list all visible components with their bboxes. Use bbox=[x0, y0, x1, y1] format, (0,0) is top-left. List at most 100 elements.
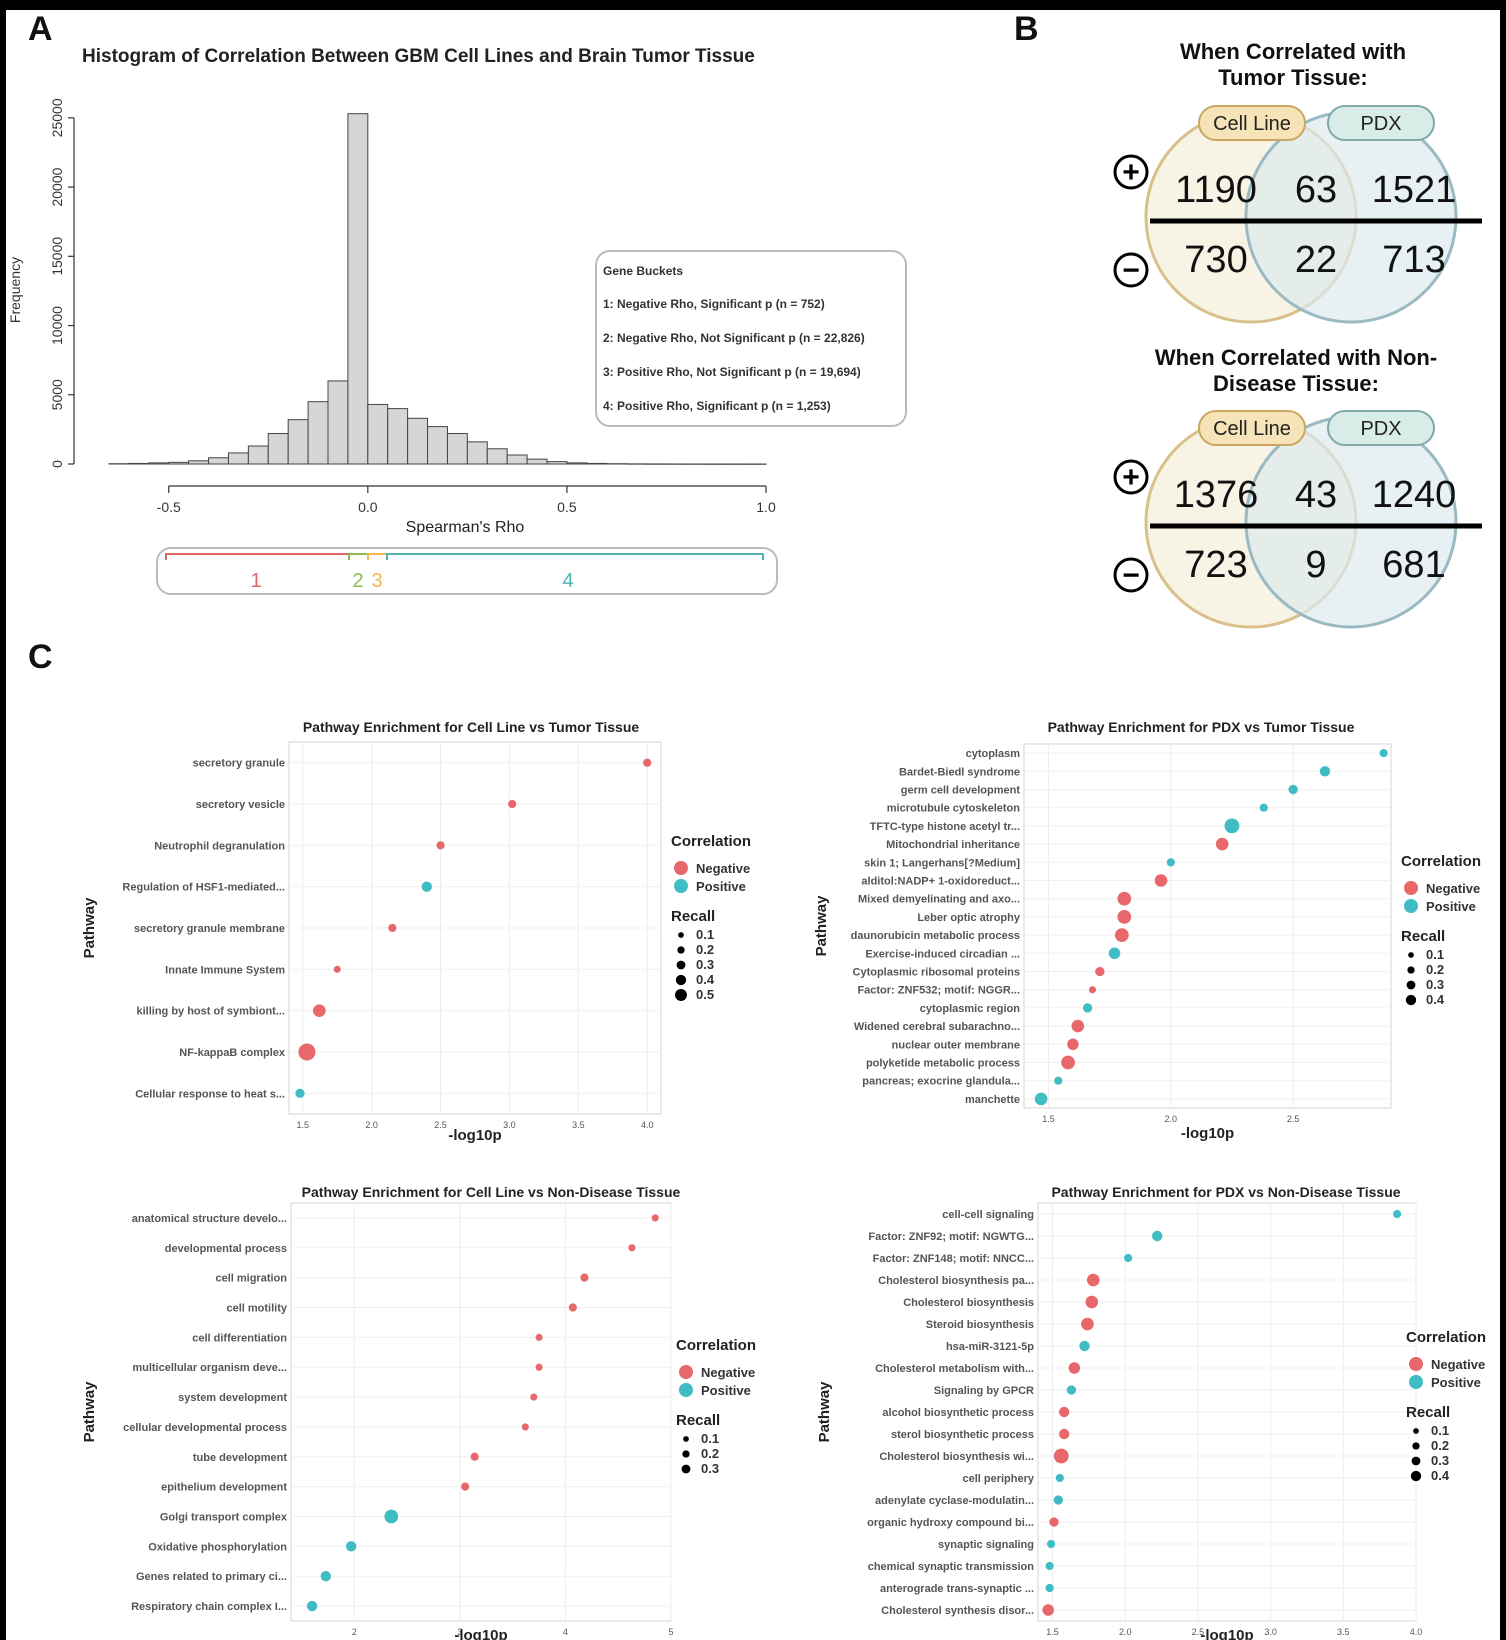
venn-nondisease-cell-line-pill bbox=[1198, 410, 1306, 446]
histogram-bar bbox=[267, 433, 289, 465]
histogram-bar bbox=[526, 458, 548, 465]
histogram-bar bbox=[387, 408, 409, 465]
negative-legend-key bbox=[674, 861, 688, 875]
figure-canvas: A B C Histogram of Correlation Between G… bbox=[7, 10, 1486, 1640]
pathway-label: Genes related to primary ci... bbox=[136, 1571, 287, 1583]
venn-tumor-plus-glyph: + bbox=[1122, 156, 1140, 189]
dotplot-title: Pathway Enrichment for PDX vs Tumor Tiss… bbox=[1048, 719, 1355, 735]
recall-legend-key bbox=[1406, 980, 1416, 990]
pathway-point bbox=[1068, 1362, 1081, 1374]
venn-tumor-pos-overlap: 63 bbox=[1295, 169, 1337, 211]
histogram-bar bbox=[128, 462, 150, 465]
panel-b-letter: B bbox=[1014, 10, 1039, 48]
recall-legend-label: 0.4 bbox=[1431, 1468, 1450, 1483]
pathway-label: cell migration bbox=[215, 1273, 287, 1285]
pathway-point bbox=[1055, 1473, 1064, 1483]
recall-legend-key bbox=[1407, 966, 1415, 974]
pathway-label: germ cell development bbox=[901, 785, 1021, 797]
venn-tumor-cell-line-pill bbox=[1198, 105, 1306, 141]
positive-legend-key bbox=[674, 879, 688, 893]
recall-legend-key bbox=[1405, 994, 1417, 1006]
positive-legend-label: Positive bbox=[701, 1383, 751, 1398]
bucket-range-box bbox=[156, 547, 778, 595]
pathway-point bbox=[1085, 1295, 1099, 1309]
x-tick-label: 3.0 bbox=[1264, 1627, 1277, 1637]
bucket-2-label: 2: Negative Rho, Not Significant p (n = … bbox=[603, 331, 865, 345]
x-tick-label: 2.0 bbox=[1165, 1114, 1178, 1124]
pathway-point bbox=[530, 1393, 538, 1401]
venn-tumor: Cell Line PDX + − 1190 63 1521 730 22 71… bbox=[1113, 105, 1482, 324]
histogram-bar bbox=[546, 461, 568, 465]
pathway-label: TFTC-type histone acetyl tr... bbox=[870, 821, 1020, 833]
pathway-point bbox=[580, 1273, 589, 1282]
x-tick-label: 2 bbox=[352, 1627, 357, 1637]
pathway-label: Bardet-Biedl syndrome bbox=[899, 766, 1020, 778]
recall-legend-title: Recall bbox=[1406, 1404, 1450, 1421]
negative-legend-key bbox=[1404, 881, 1418, 895]
recall-legend-key bbox=[1408, 952, 1414, 958]
pathway-point bbox=[384, 1509, 399, 1524]
pathway-label: cytoplasm bbox=[966, 748, 1021, 760]
x-tick-label: 2.5 bbox=[434, 1120, 447, 1130]
pathway-label: anatomical structure develo... bbox=[132, 1213, 287, 1225]
pathway-point bbox=[1071, 1019, 1085, 1033]
recall-legend-label: 0.3 bbox=[1426, 977, 1444, 992]
venn-nondisease-pos-cell-line: 1376 bbox=[1174, 474, 1259, 516]
recall-legend-label: 0.3 bbox=[701, 1461, 719, 1476]
venn-tumor-neg-cell-line: 730 bbox=[1184, 239, 1247, 281]
pathway-point bbox=[1066, 1385, 1077, 1395]
recall-legend-key bbox=[681, 1464, 691, 1474]
pathway-label: polyketide metabolic process bbox=[866, 1058, 1020, 1070]
dotplot-title: Pathway Enrichment for Cell Line vs Tumo… bbox=[303, 719, 640, 735]
correlation-legend-title: Correlation bbox=[676, 1337, 756, 1354]
bucket-4-range bbox=[386, 553, 764, 560]
negative-legend-key bbox=[679, 1365, 693, 1379]
pathway-label: tube development bbox=[193, 1452, 287, 1464]
histogram-x-label: Spearman's Rho bbox=[406, 519, 525, 536]
venn-nondisease-cell-line-label: Cell Line bbox=[1213, 418, 1291, 440]
pathway-point bbox=[628, 1244, 636, 1252]
pathway-point bbox=[643, 758, 652, 767]
pathway-point bbox=[1053, 1495, 1064, 1505]
pathway-point bbox=[461, 1482, 470, 1491]
x-tick-label: 3.5 bbox=[1337, 1627, 1350, 1637]
pathway-label: hsa-miR-3121-5p bbox=[946, 1341, 1034, 1353]
x-tick-label: 1.5 bbox=[1046, 1627, 1059, 1637]
pathway-point bbox=[1224, 818, 1240, 834]
x-tick-label: -0.5 bbox=[157, 499, 181, 515]
y-axis-label: Pathway bbox=[816, 1381, 833, 1443]
recall-legend-label: 0.3 bbox=[696, 957, 714, 972]
plot-panel bbox=[290, 1202, 672, 1622]
recall-legend-key bbox=[676, 960, 686, 970]
pathway-point bbox=[1058, 1428, 1070, 1440]
dotplot-cellline-tumor: Pathway Enrichment for Cell Line vs Tumo… bbox=[81, 719, 751, 1144]
negative-legend-label: Negative bbox=[1426, 881, 1480, 896]
venn-tumor-neg-pdx: 713 bbox=[1382, 239, 1445, 281]
bucket-4-label: 4: Positive Rho, Significant p (n = 1,25… bbox=[603, 399, 831, 413]
pathway-point bbox=[1152, 1230, 1163, 1242]
venn-tumor-title-line1: When Correlated with bbox=[1180, 39, 1406, 64]
pathway-label: anterograde trans-synaptic ... bbox=[880, 1583, 1034, 1595]
histogram-bar bbox=[168, 461, 190, 465]
recall-legend-key bbox=[1410, 1470, 1422, 1482]
recall-legend-label: 0.2 bbox=[1426, 962, 1444, 977]
venn-nondisease-neg-cell-line: 723 bbox=[1184, 544, 1247, 586]
correlation-legend-title: Correlation bbox=[1406, 1329, 1486, 1346]
histogram-bar bbox=[327, 380, 349, 465]
pathway-point bbox=[1319, 766, 1331, 777]
pathway-label: microtubule cytoskeleton bbox=[887, 803, 1021, 815]
pathway-dot-plots: Pathway Enrichment for Cell Line vs Tumo… bbox=[81, 719, 1486, 1640]
pathway-point bbox=[1088, 986, 1097, 994]
histogram-bar bbox=[466, 441, 488, 465]
correlation-legend-title: Correlation bbox=[671, 833, 751, 850]
venn-nondisease-title-line2: Disease Tissue: bbox=[1213, 371, 1379, 396]
x-tick-label: 4.0 bbox=[641, 1120, 654, 1130]
venn-tumor-pos-cell-line: 1190 bbox=[1175, 169, 1257, 211]
x-tick-label: 5 bbox=[668, 1627, 673, 1637]
venn-tumor-pdx-pill bbox=[1327, 105, 1435, 141]
x-tick-label: 2.0 bbox=[365, 1120, 378, 1130]
pathway-point bbox=[521, 1423, 529, 1431]
venn-nondisease-pos-overlap: 43 bbox=[1295, 474, 1337, 516]
recall-legend-key bbox=[683, 1436, 689, 1442]
x-axis-label: -log10p bbox=[448, 1127, 501, 1144]
